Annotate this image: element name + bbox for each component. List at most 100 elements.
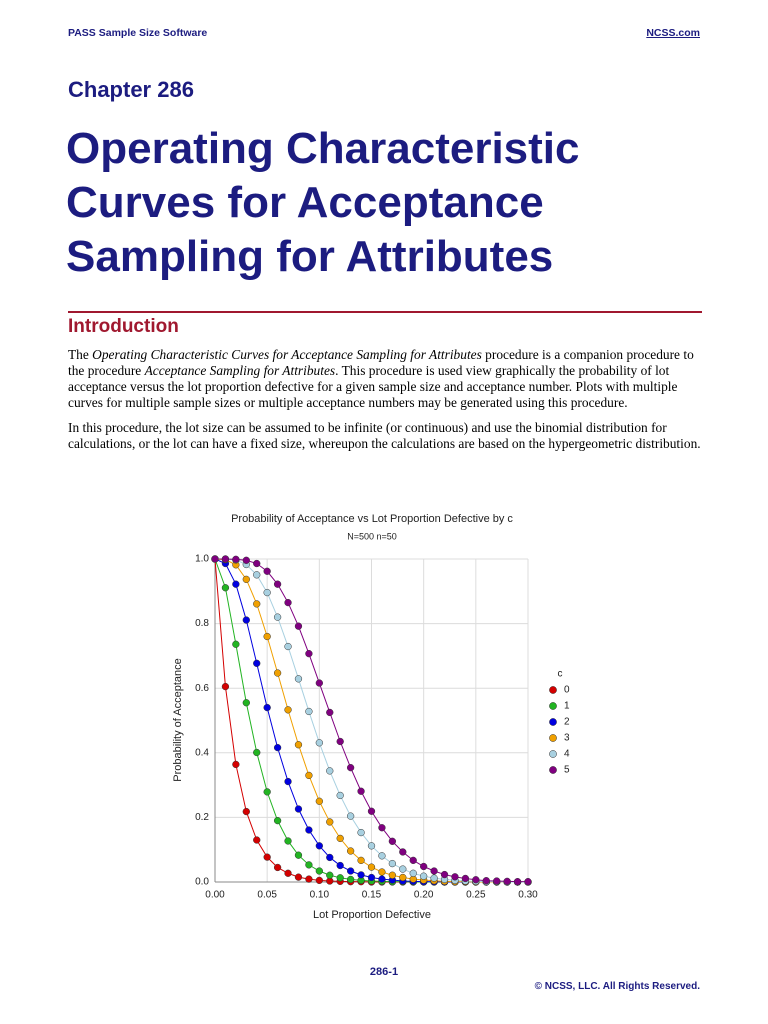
- data-point: [346, 847, 355, 855]
- x-axis-label: Lot Proportion Defective: [313, 909, 431, 921]
- legend-marker: [549, 686, 557, 694]
- y-tick-label: 0.0: [195, 877, 209, 888]
- legend-label: 0: [564, 685, 570, 696]
- title: Operating Characteristic Curves for Accep…: [66, 122, 580, 284]
- data-point: [242, 556, 250, 564]
- data-point: [315, 739, 323, 747]
- data-point: [284, 706, 292, 714]
- data-point: [357, 787, 365, 795]
- data-point: [315, 797, 323, 805]
- header-left: PASS Sample Size Software: [68, 27, 208, 39]
- legend-label: 2: [564, 717, 570, 728]
- data-point: [420, 872, 428, 880]
- data-point: [232, 580, 240, 588]
- y-tick-label: 0.6: [195, 683, 209, 694]
- data-point: [503, 877, 511, 886]
- data-point: [326, 853, 334, 862]
- data-point: [336, 874, 344, 882]
- text: procedure is a companion procedure to th…: [68, 347, 694, 378]
- data-point: [305, 826, 313, 834]
- legend-label: 4: [564, 749, 570, 760]
- data-point: [346, 875, 355, 884]
- data-point: [336, 791, 344, 800]
- rule: [68, 311, 702, 313]
- data-point: [388, 871, 397, 879]
- data-point: [378, 824, 386, 832]
- data-point: [263, 853, 271, 861]
- data-point: [284, 869, 292, 877]
- title-line: Operating Characteristic: [66, 124, 580, 173]
- data-point: [326, 767, 334, 775]
- data-point: [336, 834, 344, 843]
- x-tick-label: 0.10: [310, 890, 330, 901]
- y-tick-label: 0.4: [195, 747, 209, 758]
- data-point: [388, 859, 397, 868]
- data-point: [399, 873, 407, 882]
- data-point: [305, 771, 313, 780]
- x-tick-label: 0.30: [518, 890, 538, 901]
- data-point: [284, 642, 292, 651]
- data-point: [315, 842, 323, 850]
- data-point: [242, 616, 250, 624]
- data-point: [221, 682, 230, 691]
- data-point: [357, 871, 365, 879]
- title-line: Sampling for Attributes: [66, 232, 554, 281]
- data-point: [482, 877, 490, 885]
- data-point: [284, 777, 292, 786]
- data-point: [284, 598, 292, 607]
- data-point: [294, 873, 303, 881]
- data-point: [305, 707, 313, 716]
- data-point: [461, 874, 470, 883]
- x-tick-label: 0.25: [466, 890, 486, 901]
- chapter: Chapter 286: [68, 77, 194, 102]
- data-point: [221, 584, 230, 592]
- data-point: [221, 555, 230, 563]
- data-point: [367, 863, 376, 871]
- data-point: [399, 848, 407, 856]
- data-point: [273, 613, 282, 621]
- data-point: [242, 699, 250, 707]
- data-point: [451, 873, 459, 881]
- data-point: [273, 816, 282, 825]
- data-point: [273, 580, 282, 588]
- data-point: [232, 640, 240, 648]
- chart-subtitle: N=500 n=50: [347, 531, 397, 541]
- data-point: [409, 856, 417, 865]
- data-point: [263, 703, 271, 712]
- data-point: [493, 877, 501, 885]
- data-point: [294, 741, 303, 749]
- data-point: [378, 875, 386, 883]
- text: In this procedure, the lot size can be a…: [68, 420, 701, 451]
- legend-marker: [549, 702, 557, 710]
- y-tick-label: 1.0: [195, 554, 209, 565]
- header-link[interactable]: NCSS.com: [646, 27, 700, 39]
- data-point: [346, 867, 355, 875]
- title-line: Curves for Acceptance: [66, 178, 544, 227]
- paragraph: The Operating Characteristic Curves for …: [68, 347, 704, 411]
- legend-marker: [549, 766, 557, 774]
- data-point: [242, 575, 250, 583]
- data-point: [253, 659, 261, 667]
- legend-label: 5: [564, 765, 570, 776]
- data-point: [305, 875, 313, 883]
- data-point: [367, 807, 376, 815]
- data-point: [305, 649, 313, 658]
- emphasis: Acceptance Sampling for Attributes: [144, 363, 336, 378]
- data-point: [388, 837, 397, 845]
- data-point: [472, 876, 480, 884]
- chart: Probability of Acceptance vs Lot Proport…: [160, 498, 610, 930]
- data-point: [253, 559, 261, 568]
- y-tick-label: 0.8: [195, 618, 209, 629]
- y-tick-label: 0.2: [195, 812, 209, 823]
- data-point: [305, 861, 313, 869]
- data-point: [430, 867, 438, 875]
- legend-marker: [549, 718, 557, 726]
- data-point: [253, 571, 261, 579]
- data-point: [263, 588, 271, 597]
- data-point: [263, 567, 271, 575]
- data-point: [315, 876, 323, 885]
- data-point: [409, 869, 417, 877]
- data-point: [357, 856, 365, 865]
- x-tick-label: 0.20: [414, 890, 434, 901]
